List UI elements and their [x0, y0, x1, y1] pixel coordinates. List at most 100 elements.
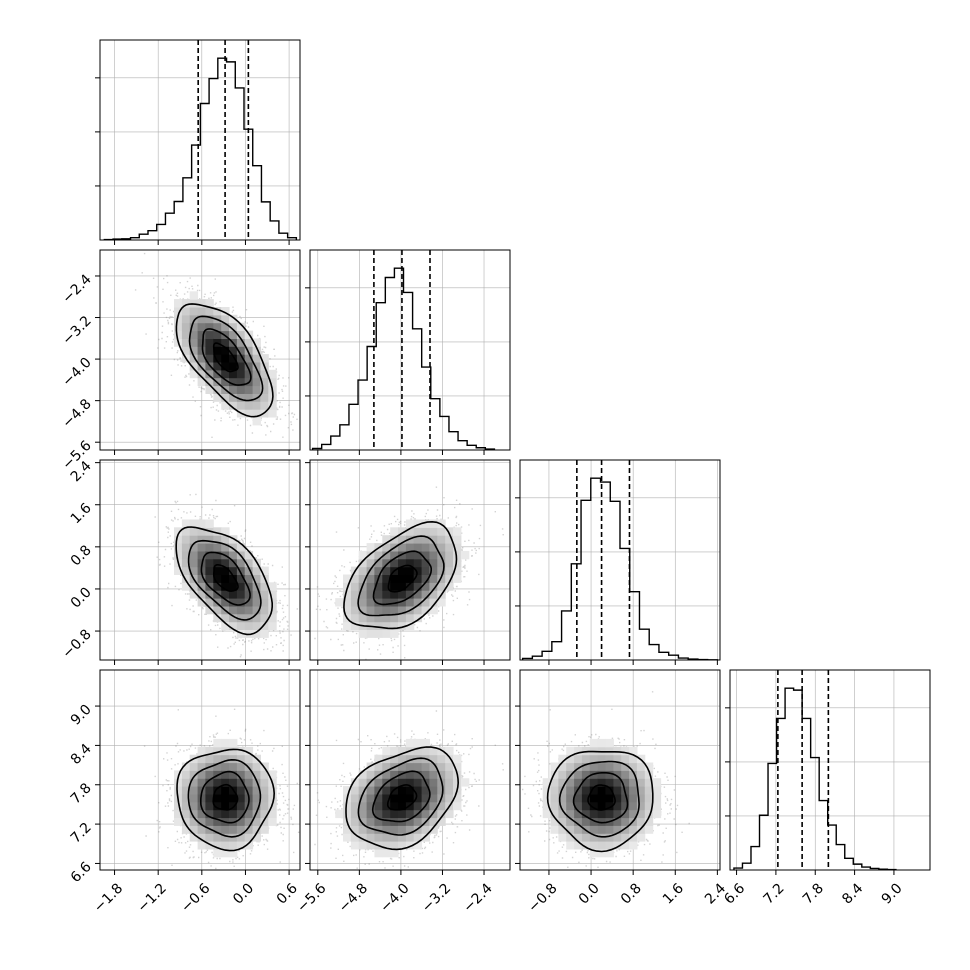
density-cell	[189, 786, 199, 795]
density-cell	[197, 299, 206, 308]
density-cell	[374, 590, 383, 599]
density-cell	[437, 817, 446, 826]
panel-frame	[519, 669, 721, 871]
density-cell	[644, 786, 654, 795]
density-cell	[589, 738, 599, 748]
density-cell	[644, 770, 654, 779]
density-cell	[197, 770, 206, 779]
density-cell	[644, 809, 654, 819]
density-cell	[205, 817, 214, 826]
density-cell	[213, 778, 222, 787]
density-cell	[558, 754, 567, 764]
density-cell	[405, 598, 415, 607]
density-cell	[405, 543, 415, 552]
density-cell	[197, 590, 206, 599]
density-cell	[558, 809, 567, 819]
density-cell	[382, 793, 391, 803]
density-cell	[597, 762, 607, 771]
contour-line	[200, 770, 250, 824]
density-cell	[236, 401, 246, 410]
density-cell	[398, 613, 407, 623]
density-cell	[581, 754, 591, 764]
density-cell	[236, 746, 246, 756]
density-cell	[581, 793, 591, 803]
density-cell	[252, 409, 261, 418]
density-cell	[398, 746, 407, 756]
x-tick-label: −1.2	[135, 880, 170, 915]
density-cell	[244, 401, 254, 410]
density-cell	[213, 346, 222, 355]
density-cell	[236, 621, 246, 630]
contour-line	[572, 772, 629, 824]
density-cell	[413, 558, 423, 568]
density-cell	[229, 848, 238, 858]
density-cell	[181, 519, 191, 528]
density-cell	[244, 598, 254, 607]
density-cell	[437, 582, 446, 591]
density-cell	[413, 543, 423, 552]
density-cell	[421, 590, 430, 599]
density-cell	[197, 322, 206, 332]
density-cell	[252, 809, 261, 819]
density-cell	[550, 762, 559, 771]
density-cell	[197, 793, 206, 803]
density-cell	[358, 770, 368, 779]
density-cell	[437, 558, 446, 568]
density-cell	[589, 762, 599, 771]
density-cell	[181, 801, 191, 811]
density-cell	[236, 330, 246, 339]
density-cell	[358, 778, 368, 787]
density-cell	[221, 778, 230, 787]
density-cell	[189, 362, 199, 371]
density-cell	[421, 519, 430, 528]
density-cell	[421, 738, 430, 748]
contour-line	[343, 520, 458, 630]
density-cell	[236, 582, 246, 591]
density-cell	[244, 786, 254, 795]
density-cell	[636, 809, 646, 819]
density-cell	[374, 582, 383, 591]
density-cell	[405, 754, 415, 764]
density-cell	[382, 582, 391, 591]
density-cell	[229, 543, 238, 552]
panel-frame	[309, 459, 511, 661]
density-cell	[445, 582, 454, 591]
density-cell	[205, 778, 214, 787]
density-cell	[244, 346, 254, 355]
density-cell	[221, 793, 230, 803]
density-cell	[597, 754, 607, 764]
density-cell	[382, 590, 391, 599]
x-tick-label: 0.0	[576, 880, 603, 907]
density-cell	[390, 527, 399, 536]
y-tick-label: 1.6	[68, 500, 95, 527]
density-cell	[181, 322, 191, 332]
density-cell	[229, 770, 238, 779]
density-cell	[437, 527, 446, 536]
density-cell	[621, 754, 630, 764]
density-cell	[221, 314, 230, 324]
density-cell	[260, 377, 269, 387]
density-cell	[268, 590, 277, 599]
density-cell	[189, 369, 199, 379]
density-cell	[197, 754, 206, 764]
density-cell	[574, 762, 583, 771]
density-cell	[597, 778, 607, 787]
density-cell	[197, 778, 206, 787]
contour-line	[345, 746, 460, 851]
density-cell	[236, 338, 246, 347]
density-cell	[398, 605, 407, 615]
density-cell	[382, 566, 391, 575]
y-tick-label: 7.8	[68, 780, 95, 807]
density-cell	[213, 330, 222, 339]
density-cell	[421, 598, 430, 607]
density-cell	[558, 825, 567, 834]
histogram-plot-area	[730, 670, 930, 870]
density-cell	[413, 786, 423, 795]
density-cell	[197, 582, 206, 591]
density-cell	[213, 848, 222, 858]
density-cell	[229, 809, 238, 819]
density-cell	[460, 550, 470, 560]
density-cell	[429, 574, 438, 583]
density-cell	[421, 605, 430, 615]
density-cell	[174, 299, 183, 308]
